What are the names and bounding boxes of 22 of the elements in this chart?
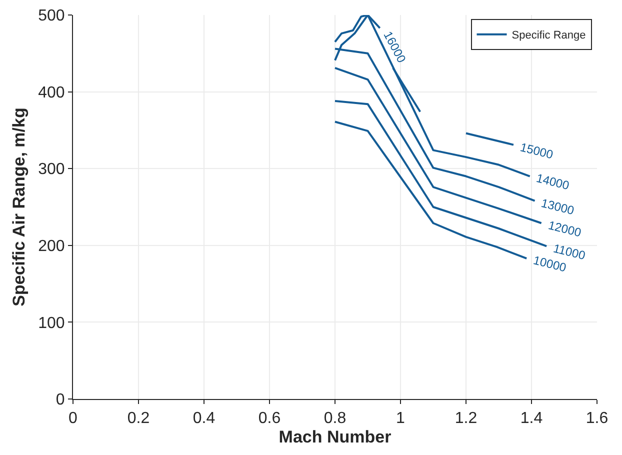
x-axis-title: Mach Number (278, 428, 392, 447)
y-tick-label: 100 (38, 314, 65, 332)
x-tick-label: 0.2 (127, 410, 150, 428)
x-tick-label: 1.6 (586, 410, 608, 428)
annotation: 13000 (540, 196, 576, 218)
legend-label: Specific Range (512, 30, 586, 42)
x-tick-label: 0 (68, 410, 78, 428)
annotation: 14000 (534, 170, 571, 193)
y-tick-label: 0 (56, 392, 65, 409)
y-axis-title: Specific Air Range, m/kg (10, 108, 29, 306)
x-tick-label: 0.6 (258, 410, 281, 428)
x-tick-label: 1 (396, 410, 406, 428)
annotation: 15000 (518, 140, 555, 162)
annotation: 12000 (546, 218, 583, 240)
x-tick-label: 1.4 (520, 410, 543, 428)
y-tick-label: 500 (38, 8, 65, 25)
y-tick-label: 400 (38, 84, 65, 102)
x-tick-label: 0.4 (192, 410, 216, 428)
y-tick-label: 200 (38, 238, 65, 255)
y-tick-label: 300 (38, 161, 65, 178)
x-tick-label: 0.8 (324, 410, 346, 428)
x-tick-label: 1.2 (454, 410, 478, 428)
